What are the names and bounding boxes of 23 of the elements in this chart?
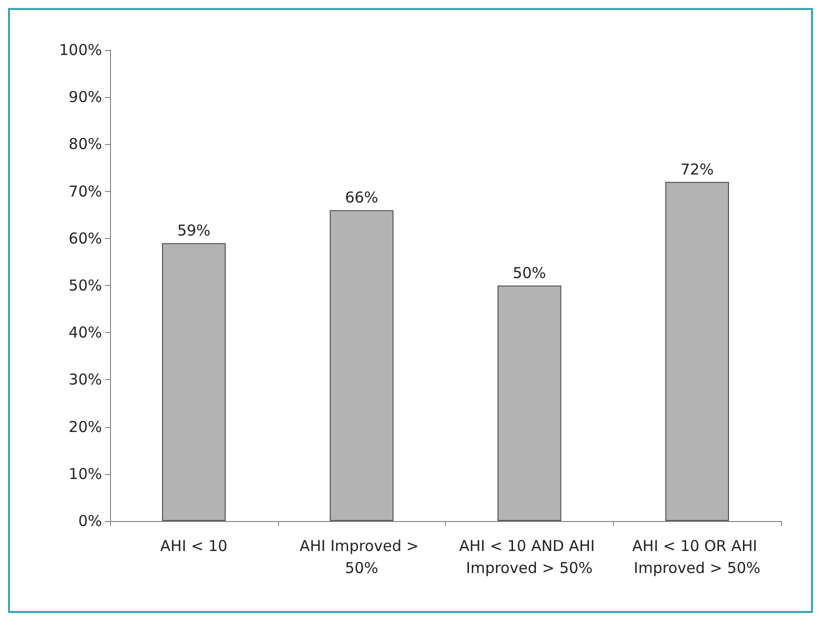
y-tick-label: 0%: [78, 512, 102, 530]
data-label: 72%: [680, 160, 714, 178]
y-tick-label: 10%: [68, 464, 102, 483]
y-tick-label: 20%: [68, 418, 102, 436]
y-tick-label: 90%: [68, 88, 102, 106]
y-tick-label: 100%: [59, 41, 102, 59]
x-tick-label: AHI < 10: [160, 537, 228, 555]
y-tick-label: 50%: [68, 276, 102, 294]
bar: [330, 210, 394, 521]
bar: [498, 286, 562, 521]
y-tick-label: 40%: [68, 324, 102, 342]
y-tick-label: 60%: [68, 229, 102, 248]
data-label: 59%: [177, 222, 211, 240]
data-label: 66%: [344, 188, 378, 207]
x-tick-label: AHI Improved > 50%: [300, 537, 424, 577]
data-label: 50%: [512, 264, 546, 282]
y-tick-label: 70%: [68, 182, 102, 200]
y-tick-label: 30%: [68, 370, 102, 389]
bar: [162, 243, 226, 521]
x-tick-label: AHI < 10 OR AHI Improved > 50%: [632, 537, 762, 577]
y-tick-label: 80%: [68, 135, 102, 154]
bar: [665, 182, 729, 521]
x-tick-label: AHI < 10 AND AHI Improved > 50%: [459, 537, 600, 577]
